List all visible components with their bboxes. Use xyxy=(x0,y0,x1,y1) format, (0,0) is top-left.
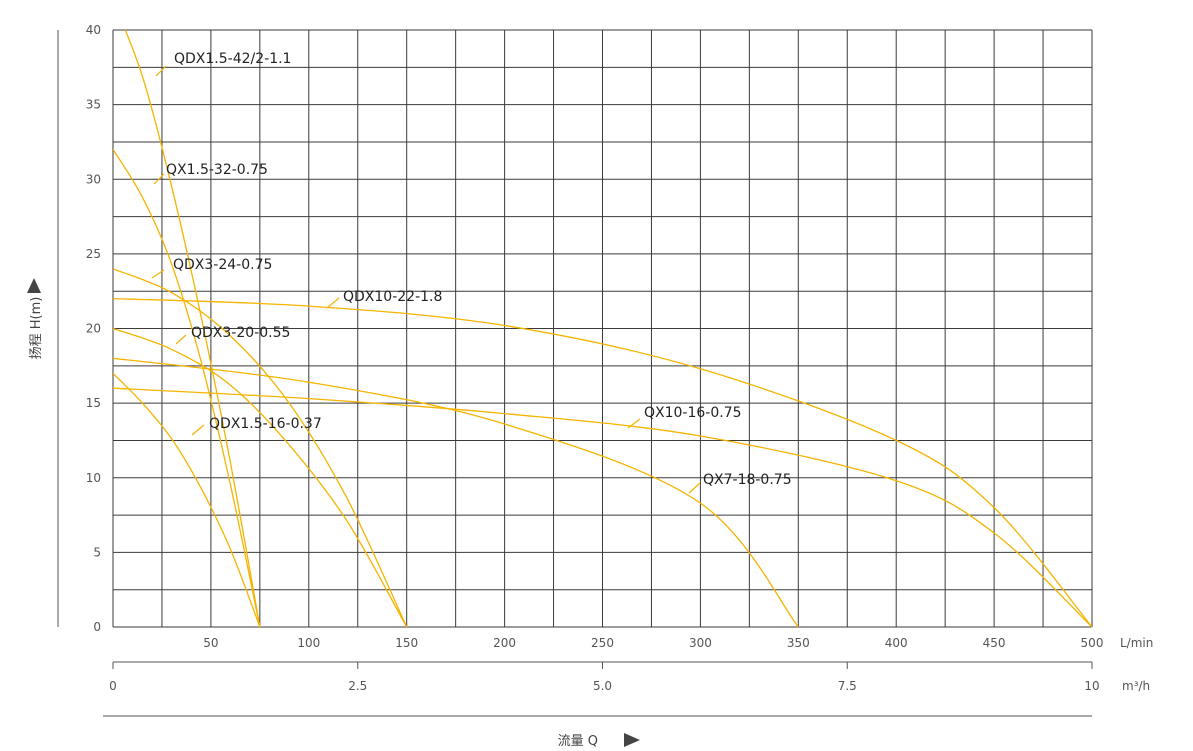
y-tick-label: 40 xyxy=(86,23,101,37)
x-tick-label-lmin: 100 xyxy=(297,636,320,650)
series-line xyxy=(124,30,261,628)
label-leader xyxy=(688,482,701,494)
y-tick-label: 25 xyxy=(86,247,101,261)
y-tick-label: 20 xyxy=(86,322,101,336)
x-tick-label-m3h: 10 xyxy=(1084,679,1099,693)
series-line xyxy=(113,327,408,628)
series-label: QDX3-24-0.75 xyxy=(173,257,272,273)
series-line xyxy=(113,387,1092,628)
series-label: QDX3-20-0.55 xyxy=(191,325,290,341)
y-axis-title: 扬程 H(m) xyxy=(29,297,44,360)
grid xyxy=(112,29,1093,628)
curve-labels: QDX1.5-42/2-1.1 QX1.5-32-0.75 QDX3-24-0.75… xyxy=(166,51,792,488)
x-tick-label-m3h: 0 xyxy=(109,679,117,693)
label-leader xyxy=(627,418,641,429)
x-tick-label-m3h: 5.0 xyxy=(593,679,612,693)
series-label: QDX1.5-16-0.37 xyxy=(209,416,322,432)
series-line xyxy=(113,297,1092,628)
series-label: QX10-16-0.75 xyxy=(644,405,742,421)
x-unit-lmin: L/min xyxy=(1120,636,1153,650)
x-tick-label-lmin: 150 xyxy=(395,636,418,650)
y-tick-label: 15 xyxy=(86,396,101,410)
series-label: QDX1.5-42/2-1.1 xyxy=(174,51,291,67)
y-tick-label: 10 xyxy=(86,471,101,485)
y-tick-label: 0 xyxy=(93,620,101,634)
label-leaders xyxy=(151,65,701,494)
y-tick-label: 5 xyxy=(93,545,101,559)
x-tick-label-lmin: 350 xyxy=(787,636,810,650)
series-line xyxy=(113,149,261,628)
curves xyxy=(113,30,1092,628)
x-tick-labels-lmin: 50 100 150 200 250 300 350 400 450 500 xyxy=(203,636,1103,650)
x-tick-label-lmin: 300 xyxy=(689,636,712,650)
x-tick-label-lmin: 450 xyxy=(983,636,1006,650)
series-label: QDX10-22-1.8 xyxy=(343,289,442,305)
series-line xyxy=(113,372,261,628)
label-leader xyxy=(151,269,165,279)
x-tick-label-lmin: 250 xyxy=(591,636,614,650)
x-tick-label-m3h: 7.5 xyxy=(838,679,857,693)
y-tick-label: 30 xyxy=(86,172,101,186)
x-tick-labels-m3h: 0 2.5 5.0 7.5 10 xyxy=(109,662,1100,693)
x-axis-arrow-icon xyxy=(624,733,640,747)
x-axis-title: 流量 Q xyxy=(558,734,598,749)
y-tick-labels: 0 5 10 15 20 25 30 35 40 xyxy=(86,23,101,634)
x-tick-label-lmin: 200 xyxy=(493,636,516,650)
x-tick-label-lmin: 50 xyxy=(203,636,218,650)
x-tick-label-lmin: 400 xyxy=(885,636,908,650)
series-label: QX1.5-32-0.75 xyxy=(166,162,268,178)
label-leader xyxy=(326,297,340,309)
label-leader xyxy=(175,334,187,345)
label-leader xyxy=(155,65,167,77)
label-leader xyxy=(153,173,165,185)
y-tick-label: 35 xyxy=(86,98,101,112)
y-axis-arrow-icon xyxy=(27,278,41,293)
label-leader xyxy=(191,424,205,436)
series-label: QX7-18-0.75 xyxy=(703,472,792,488)
x-unit-m3h: m³/h xyxy=(1122,679,1150,693)
x-tick-label-m3h: 2.5 xyxy=(348,679,367,693)
series-line xyxy=(113,268,408,628)
series-line xyxy=(113,357,799,628)
x-tick-label-lmin: 500 xyxy=(1081,636,1104,650)
